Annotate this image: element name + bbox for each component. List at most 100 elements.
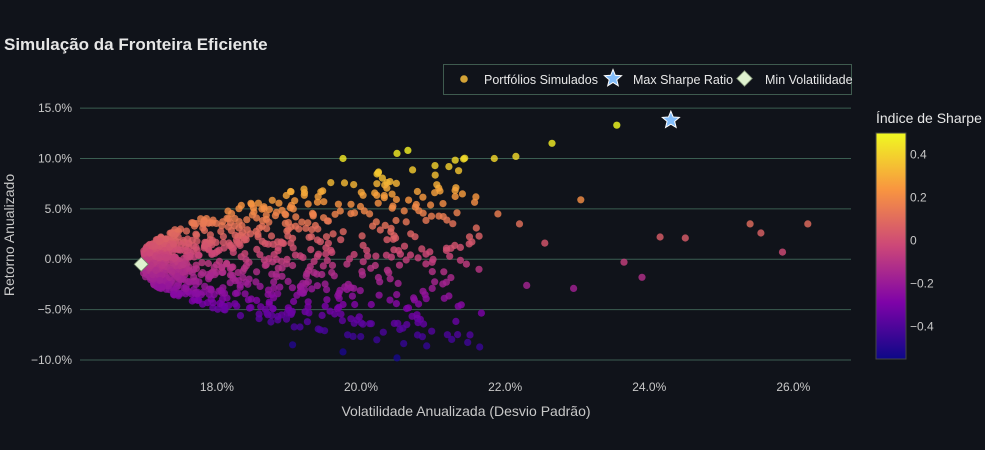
colorbar-ticks: 0.4 0.2 0 −0.2 −0.4 — [910, 148, 934, 334]
portfolio-point — [319, 262, 327, 270]
portfolio-point — [231, 231, 239, 239]
portfolio-point — [299, 253, 307, 262]
portfolio-point — [392, 216, 400, 225]
portfolio-point — [343, 285, 351, 294]
portfolio-point — [387, 228, 395, 236]
portfolio-point — [168, 268, 176, 276]
portfolio-point — [344, 331, 352, 339]
portfolio-point — [273, 273, 281, 281]
portfolio-point — [353, 316, 361, 324]
portfolio-point — [347, 210, 355, 218]
portfolio-point — [456, 243, 464, 251]
portfolio-point — [405, 196, 413, 204]
portfolio-point — [464, 338, 472, 346]
portfolio-point — [375, 291, 383, 299]
max-sharpe-marker — [661, 109, 681, 129]
portfolio-point — [359, 241, 367, 249]
portfolio-point — [215, 257, 223, 265]
portfolio-point — [431, 171, 439, 179]
portfolio-point — [433, 181, 441, 189]
portfolio-point — [188, 290, 196, 298]
portfolio-point — [476, 343, 484, 351]
portfolio-point — [451, 156, 459, 164]
portfolio-point — [147, 261, 155, 269]
portfolio-point — [204, 259, 212, 268]
portfolio-point — [378, 174, 386, 182]
portfolio-point — [258, 222, 266, 230]
portfolio-point — [179, 268, 187, 276]
portfolio-point — [176, 246, 185, 254]
portfolio-point — [215, 287, 223, 295]
portfolio-point — [427, 212, 436, 220]
portfolio-point — [613, 121, 621, 129]
portfolio-point — [394, 319, 402, 327]
portfolio-point — [290, 297, 298, 306]
portfolio-point — [778, 248, 787, 256]
portfolio-point — [240, 236, 248, 244]
y-tick-label: 10.0% — [38, 151, 72, 165]
portfolio-point — [428, 327, 436, 335]
portfolio-point — [253, 296, 261, 304]
portfolio-point — [422, 216, 430, 224]
portfolio-point — [383, 236, 391, 244]
x-tick-label: 24.0% — [632, 380, 666, 394]
portfolio-point — [293, 291, 301, 299]
portfolio-point — [322, 250, 330, 258]
portfolio-point — [620, 258, 628, 266]
portfolio-point — [366, 320, 374, 328]
portfolio-point — [357, 188, 365, 196]
portfolio-point — [304, 303, 312, 311]
portfolio-point — [234, 269, 242, 277]
portfolio-point — [177, 225, 185, 233]
legend-label-portfolios[interactable]: Portfólios Simulados — [484, 73, 598, 87]
portfolio-point — [253, 245, 261, 253]
portfolio-point — [316, 238, 324, 246]
portfolio-point — [271, 212, 279, 220]
portfolio-point — [402, 218, 410, 226]
portfolio-point — [298, 218, 306, 226]
portfolio-point — [379, 328, 387, 336]
portfolio-point — [233, 238, 241, 246]
portfolio-point — [276, 283, 284, 291]
portfolio-point — [413, 187, 421, 196]
portfolio-point — [374, 199, 382, 207]
portfolio-point — [428, 268, 436, 276]
portfolio-point — [226, 265, 234, 273]
portfolio-point — [155, 238, 163, 246]
portfolio-point — [243, 216, 251, 224]
portfolio-point — [443, 216, 451, 224]
portfolio-point — [443, 331, 451, 339]
portfolio-point — [338, 317, 346, 325]
portfolio-point — [331, 310, 339, 318]
portfolio-point — [260, 256, 268, 264]
portfolio-point — [219, 218, 227, 226]
portfolio-point — [287, 223, 295, 231]
legend[interactable]: Portfólios Simulados Max Sharpe Ratio Mi… — [443, 64, 853, 95]
portfolio-point — [188, 236, 196, 244]
portfolio-point — [322, 233, 331, 241]
portfolio-point — [380, 191, 388, 200]
portfolio-point — [247, 295, 255, 303]
legend-label-min-volatility[interactable]: Min Volatilidade — [765, 73, 853, 87]
legend-label-max-sharpe[interactable]: Max Sharpe Ratio — [633, 73, 733, 87]
portfolio-point — [253, 214, 261, 222]
colorbar-tick-label: −0.4 — [910, 320, 934, 334]
portfolio-point — [269, 305, 277, 313]
portfolio-point — [302, 272, 310, 280]
portfolio-point — [392, 179, 400, 187]
portfolio-point — [278, 272, 286, 280]
colorbar-title: Índice de Sharpe — [876, 110, 982, 126]
portfolio-point — [423, 342, 431, 350]
portfolio-point — [201, 242, 209, 250]
portfolio-point — [179, 261, 187, 269]
portfolio-point — [171, 254, 179, 263]
x-tick-labels: 18.0% 20.0% 22.0% 24.0% 26.0% — [200, 380, 811, 394]
portfolio-point — [373, 180, 381, 188]
portfolio-point — [252, 278, 260, 286]
scatter-points — [139, 121, 812, 362]
portfolio-point — [155, 254, 163, 262]
legend-marker-min-volatility — [736, 70, 753, 87]
portfolio-point — [388, 190, 396, 198]
portfolio-point — [327, 246, 335, 254]
portfolio-point — [195, 278, 203, 286]
